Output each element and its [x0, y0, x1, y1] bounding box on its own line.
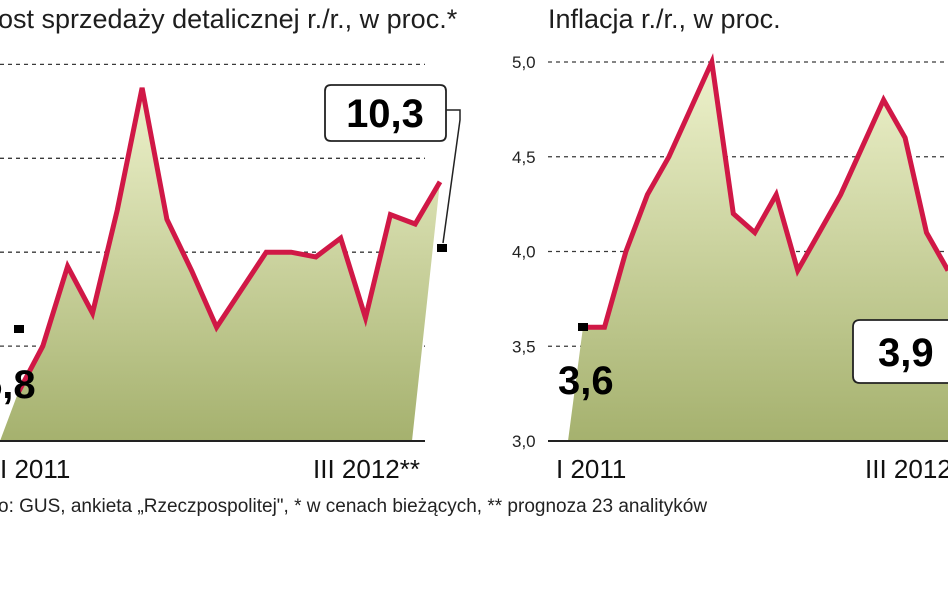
retail-start-marker — [14, 325, 24, 333]
retail-end-callout — [324, 84, 447, 142]
inflation-y-tick-label: 3,5 — [512, 337, 536, 356]
retail-x-tick-start: I 2011 — [0, 454, 70, 484]
retail-end-marker — [437, 244, 447, 252]
retail-chart-title: ost sprzedaży detalicznej r./r., w proc.… — [0, 4, 458, 34]
retail-series-line — [15, 87, 443, 395]
inflation-y-tick-label: 4,0 — [512, 243, 536, 262]
inflation-chart: Inflacja r./r., w proc. 3,03,54,04,55,0 … — [512, 4, 948, 484]
inflation-y-tick-label: 5,0 — [512, 53, 536, 72]
inflation-x-tick-start: I 2011 — [556, 454, 626, 484]
inflation-end-callout — [852, 319, 948, 384]
retail-sales-chart: ost sprzedaży detalicznej r./r., w proc.… — [0, 4, 461, 484]
inflation-x-tick-end: III 2012 — [865, 454, 948, 484]
retail-end-label: 10,3 — [346, 92, 424, 136]
inflation-start-marker — [578, 323, 588, 331]
retail-line — [15, 87, 443, 395]
retail-callout-pointer — [442, 109, 461, 244]
inflation-y-tick-label: 3,0 — [512, 432, 536, 451]
source-note: o: GUS, ankieta „Rzeczpospolitej", * w c… — [0, 496, 707, 517]
inflation-chart-title: Inflacja r./r., w proc. — [548, 4, 781, 34]
inflation-y-tick-label: 4,5 — [512, 148, 536, 167]
inflation-line — [583, 53, 948, 330]
inflation-series-line — [582, 53, 948, 330]
retail-area — [0, 87, 440, 442]
retail-x-tick-end: III 2012** — [313, 454, 420, 484]
inflation-end-label: 3,9 — [878, 331, 934, 375]
inflation-start-label: 3,6 — [558, 359, 614, 403]
retail-start-label: 5,8 — [0, 363, 36, 407]
